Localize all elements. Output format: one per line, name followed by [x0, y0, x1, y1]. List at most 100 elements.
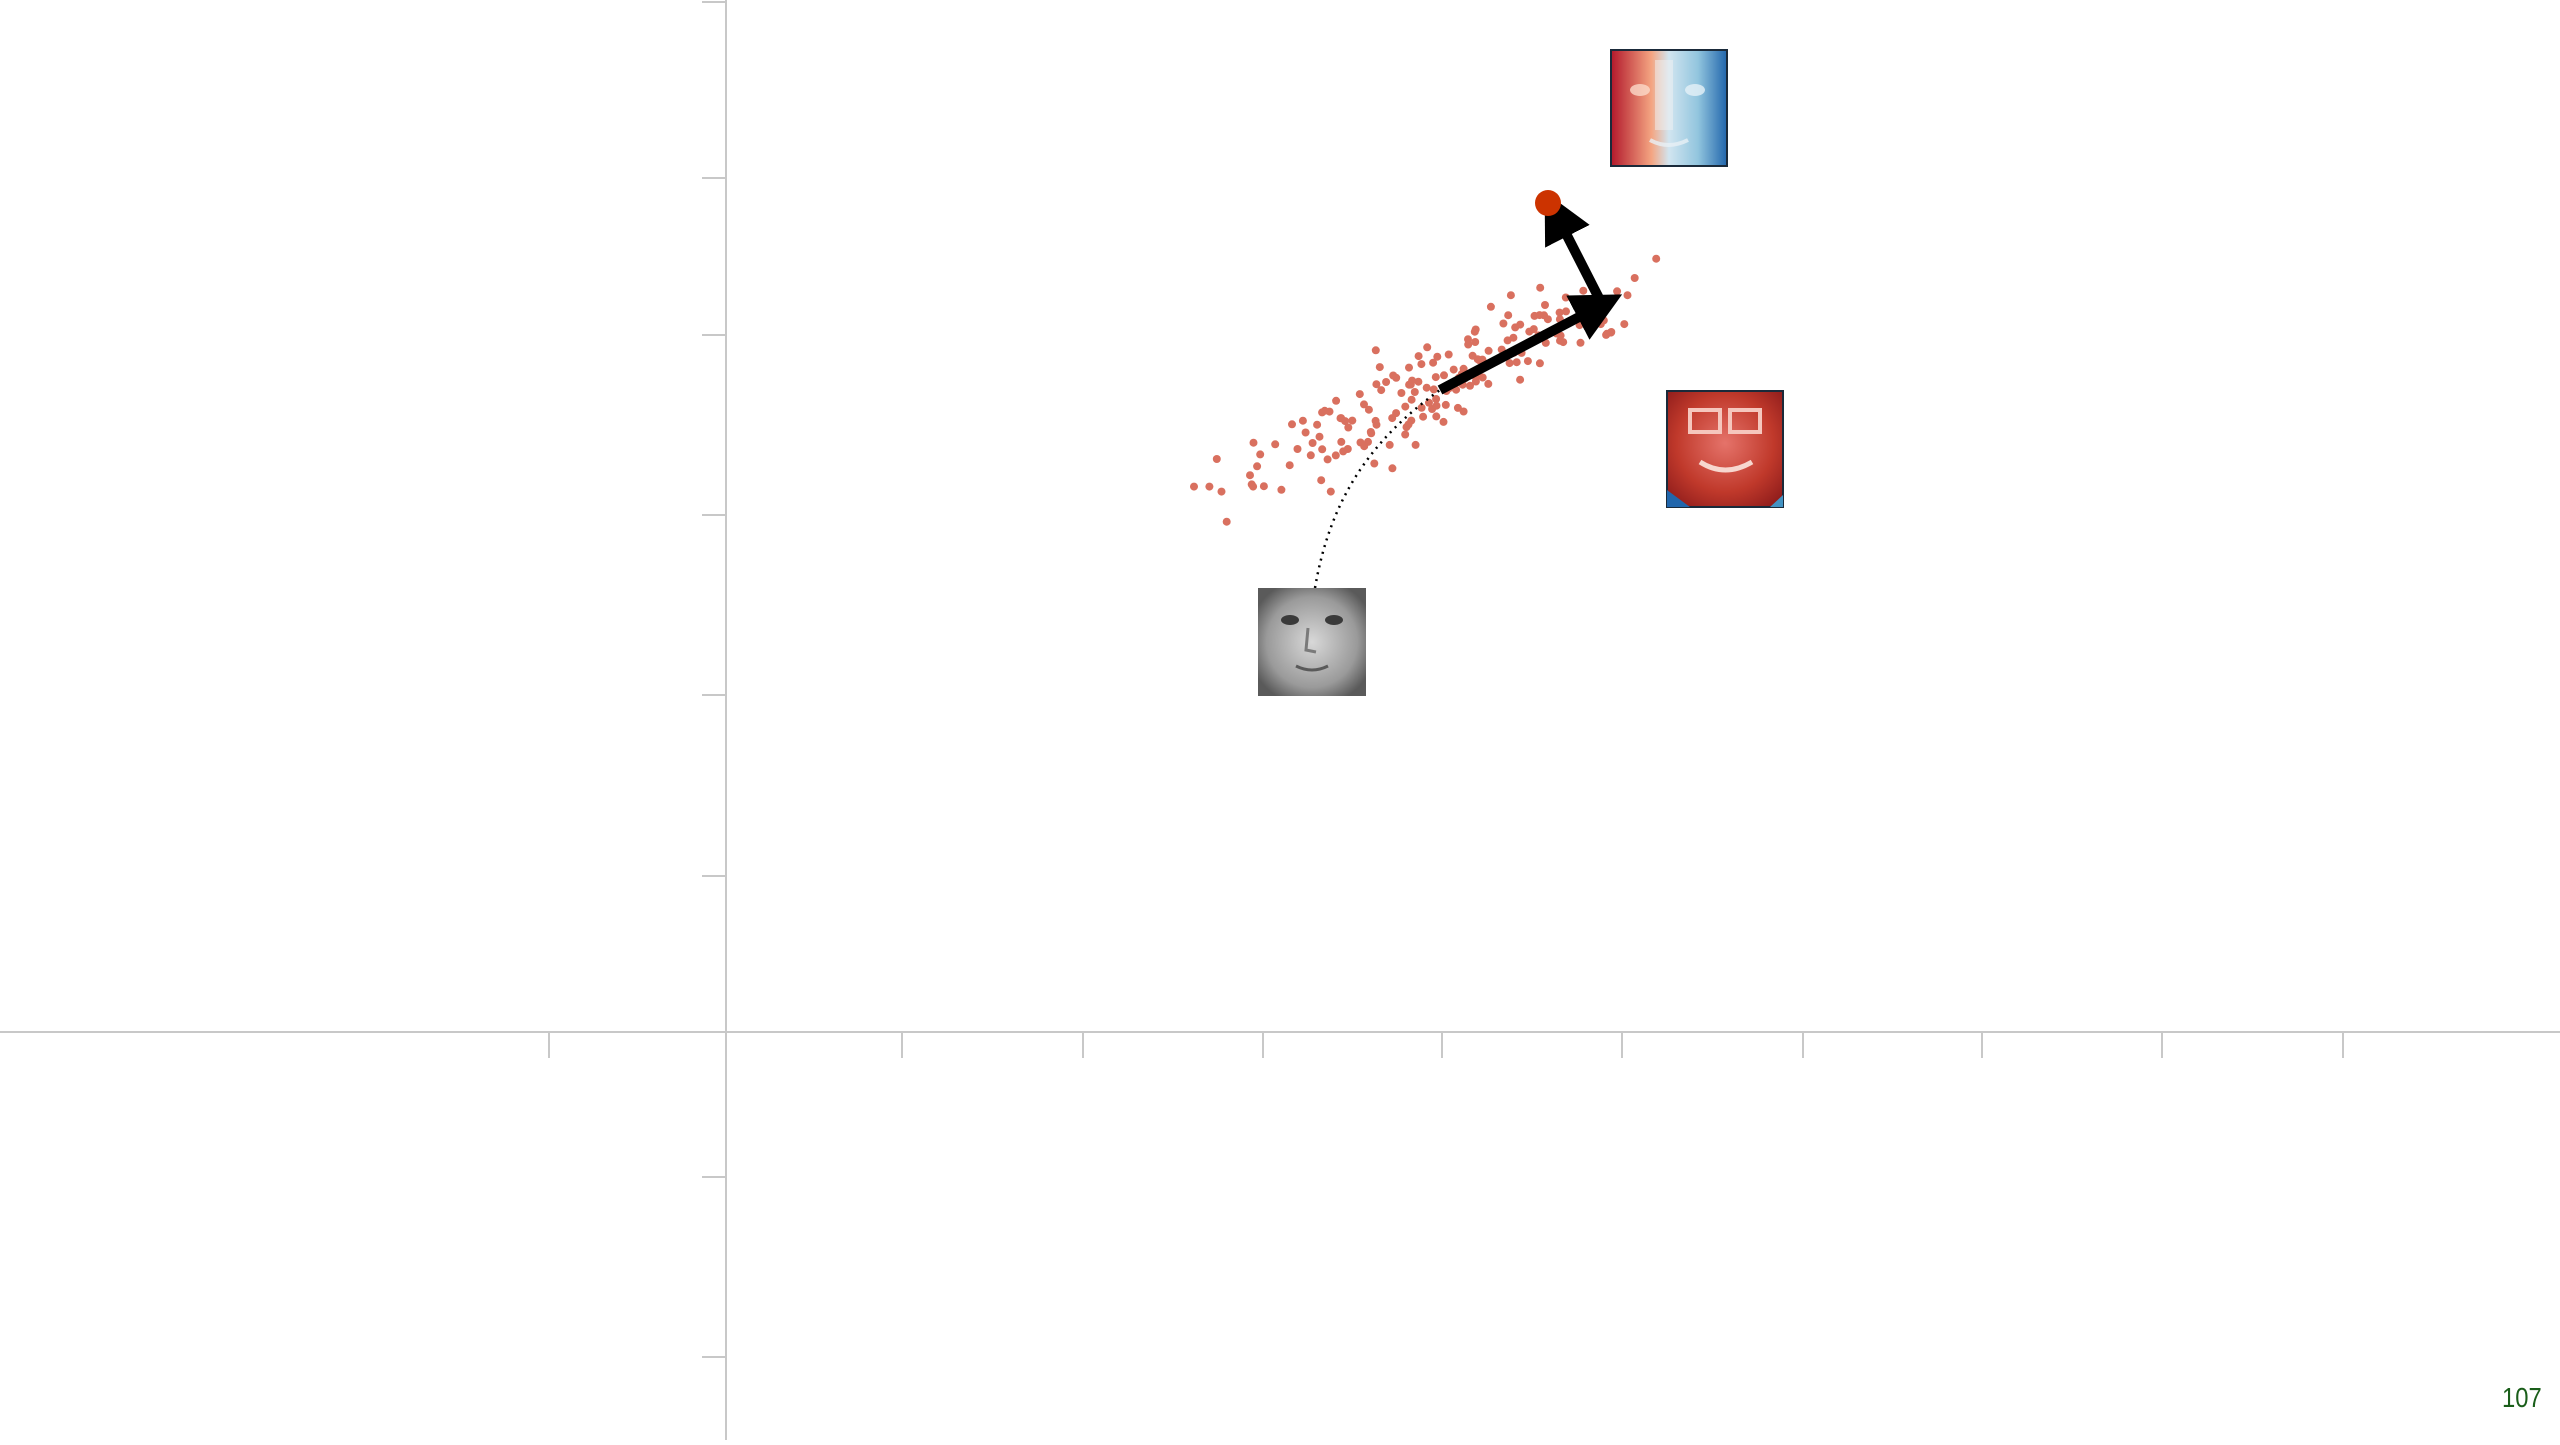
- face-point: [1431, 373, 1440, 382]
- face-point: [1212, 455, 1221, 463]
- face-point: [1464, 340, 1473, 349]
- face-point: [1259, 482, 1268, 491]
- face-point: [1271, 440, 1280, 449]
- face-point: [1652, 254, 1661, 263]
- face-point: [1444, 350, 1453, 359]
- face-point: [1288, 420, 1296, 429]
- face-point: [1372, 380, 1381, 389]
- face-point-cloud: [1190, 254, 1661, 526]
- face-point: [1471, 338, 1480, 346]
- face-point: [1459, 364, 1468, 373]
- face-point: [1253, 462, 1262, 471]
- face-point: [1579, 286, 1588, 295]
- face-point: [1246, 471, 1254, 480]
- face-point: [1484, 379, 1493, 388]
- face-point: [1602, 330, 1611, 339]
- face-point: [1205, 482, 1214, 491]
- eigenface-1-thumbnail: [1610, 49, 1728, 167]
- face-point: [1355, 390, 1364, 399]
- face-point: [1530, 311, 1539, 320]
- face-point: [1555, 308, 1564, 317]
- face-point: [1505, 359, 1514, 368]
- face-point: [1317, 476, 1326, 485]
- face-point: [1432, 412, 1441, 421]
- face-point: [1429, 385, 1438, 394]
- face-point: [1440, 371, 1448, 380]
- face-point: [1371, 416, 1380, 425]
- face-point: [1470, 327, 1479, 336]
- face-point: [1277, 485, 1286, 494]
- face-point: [1503, 336, 1512, 345]
- face-point: [1576, 338, 1585, 347]
- component-arrows: [1437, 191, 1623, 395]
- face-point: [1401, 402, 1410, 411]
- face-point: [1466, 381, 1474, 390]
- face-point: [1397, 389, 1406, 397]
- face-point: [1332, 396, 1341, 405]
- face-point: [1516, 375, 1525, 384]
- face-point: [1341, 417, 1350, 426]
- face-point: [1293, 445, 1302, 453]
- face-point: [1371, 346, 1380, 355]
- face-point: [1523, 357, 1532, 366]
- face-point: [1360, 442, 1369, 451]
- face-point: [1301, 428, 1310, 437]
- face-point: [1306, 451, 1315, 460]
- face-point: [1535, 359, 1544, 368]
- face-point: [1511, 323, 1520, 332]
- face-point: [1562, 307, 1570, 316]
- face-point: [1453, 403, 1462, 412]
- face-point: [1423, 343, 1432, 352]
- face-point: [1217, 487, 1226, 496]
- face-point: [1339, 447, 1348, 456]
- face-point: [1256, 450, 1265, 459]
- face-point: [1422, 383, 1431, 392]
- face-point: [1249, 438, 1258, 447]
- face-point: [1432, 401, 1441, 410]
- face-point: [1364, 405, 1373, 414]
- face-point: [1222, 517, 1231, 526]
- face-point: [1433, 352, 1442, 361]
- face-point: [1337, 437, 1346, 446]
- face-point: [1613, 287, 1622, 296]
- face-point: [1385, 440, 1394, 449]
- face-point: [1405, 363, 1413, 372]
- face-point: [1370, 459, 1379, 468]
- face-point: [1331, 451, 1340, 460]
- face-point: [1439, 417, 1448, 426]
- face-point: [1620, 320, 1629, 329]
- face-point: [1388, 414, 1397, 423]
- face-point: [1313, 420, 1322, 429]
- face-point: [1344, 423, 1353, 432]
- face-point: [1630, 274, 1639, 282]
- face-point: [1360, 400, 1368, 409]
- face-point: [1417, 403, 1426, 412]
- page-number: 107: [2502, 1382, 2542, 1413]
- face-point: [1459, 407, 1468, 416]
- face-point: [1419, 412, 1428, 421]
- eigenface-2-thumbnail: [1666, 390, 1784, 508]
- face-point: [1318, 445, 1327, 454]
- face-point: [1366, 428, 1375, 436]
- face-point: [1298, 416, 1307, 425]
- face-point: [1285, 461, 1294, 470]
- face-point: [1504, 311, 1513, 320]
- face-point: [1308, 439, 1317, 447]
- y-axis-ticks: [702, 1, 726, 1358]
- face-point: [1411, 440, 1420, 449]
- face-point: [1348, 416, 1357, 425]
- face-point: [1561, 293, 1570, 302]
- face-point: [1326, 487, 1335, 496]
- face-point: [1512, 358, 1521, 367]
- face-point: [1407, 395, 1416, 404]
- face-point: [1401, 430, 1410, 439]
- face-point: [1623, 291, 1632, 300]
- arrow-component-2: [1544, 191, 1608, 309]
- face-point: [1432, 395, 1441, 403]
- face-point: [1478, 373, 1487, 382]
- face-point: [1249, 482, 1258, 491]
- face-point: [1410, 388, 1419, 396]
- face-point: [1382, 378, 1391, 386]
